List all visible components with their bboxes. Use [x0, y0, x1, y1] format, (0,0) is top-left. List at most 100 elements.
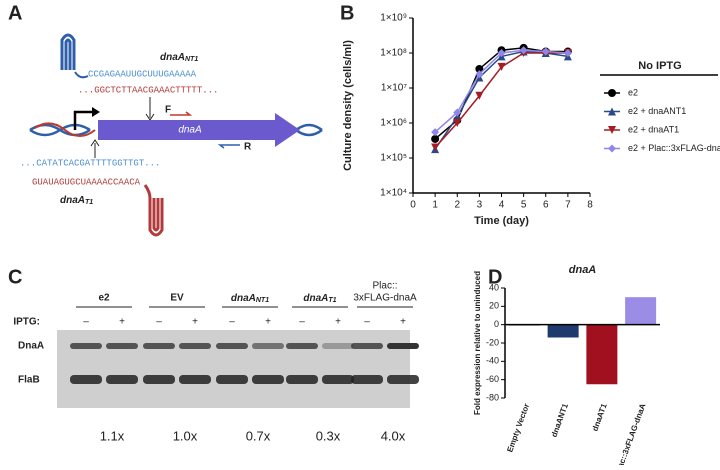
bar	[547, 324, 579, 338]
lane-header: Plac::	[372, 281, 397, 292]
primer	[170, 111, 193, 116]
x-tick-label: 4	[499, 200, 505, 211]
y-tick-label: 1×10⁹	[380, 13, 407, 24]
lane-header: dnaANT1	[231, 293, 269, 304]
ratio-label: 4.0x	[381, 428, 406, 443]
band	[351, 343, 383, 349]
hairpin	[143, 184, 164, 237]
marker	[541, 47, 550, 56]
x-tick-label: 7	[565, 200, 571, 211]
band	[322, 343, 354, 349]
primer	[217, 144, 240, 149]
guide-name: dnaAT1	[60, 195, 93, 206]
panel-label: C	[8, 266, 22, 288]
dna-helix	[34, 122, 96, 137]
lane-header-part: dnaA	[231, 293, 256, 304]
ratio-label: 0.3x	[316, 428, 341, 443]
marker	[453, 112, 462, 121]
band	[106, 343, 138, 349]
iptg-label: IPTG:	[13, 317, 40, 328]
band-label: DnaA	[18, 341, 44, 352]
legend-label: e2	[628, 87, 638, 97]
band	[387, 375, 419, 384]
lane-header-part: NT1	[256, 297, 269, 304]
legend-label: e2 + dnaANT1	[628, 106, 686, 116]
marker	[608, 89, 616, 97]
x-tick-label: dnaANT1	[550, 402, 571, 439]
x-tick-label: 0	[410, 200, 416, 211]
y-tick-label: -60	[486, 374, 499, 384]
ratio-label: 1.0x	[173, 428, 198, 443]
y-tick-label: 1×10⁴	[380, 188, 407, 199]
x-tick-label: 6	[543, 200, 549, 211]
lane-header: dnaAT1	[303, 293, 336, 304]
band	[286, 375, 318, 384]
x-tick-label: 5	[521, 200, 527, 211]
y-tick-label: -40	[486, 356, 499, 366]
marker	[475, 64, 484, 73]
legend-label: e2 + Plac::3xFLAG-dnaA	[628, 143, 720, 153]
lane-header: EV	[170, 293, 184, 304]
band	[387, 343, 419, 349]
band	[216, 343, 248, 349]
y-tick-label: 1×10⁸	[380, 48, 407, 59]
x-tick-label: 1	[432, 200, 438, 211]
y-axis-label: Fold expression relative to uninduced	[473, 271, 482, 415]
rna-link	[74, 71, 89, 79]
iptg-minus: –	[156, 317, 162, 328]
target-seq: ...CATATCACGATTTTGGTTGT...	[20, 158, 160, 168]
marker	[519, 46, 528, 55]
x-tick-label: 8	[587, 200, 593, 211]
x-tick-label: 3	[477, 200, 483, 211]
gene-arrow	[98, 113, 300, 147]
band-label: FlaB	[18, 375, 40, 386]
band	[216, 375, 248, 384]
promoter	[92, 107, 100, 117]
guide-rna: CCGAGAAUUGCUUUGAAAAA	[88, 69, 197, 79]
x-axis-label: Time (day)	[474, 215, 529, 227]
y-tick-label: 0	[494, 319, 499, 329]
marker	[475, 70, 484, 79]
marker	[608, 126, 616, 134]
band	[179, 375, 211, 384]
legend-title: No IPTG	[638, 60, 681, 72]
target-seq: ...GGCTCTTAACGAAACTTTTT...	[78, 85, 218, 95]
y-tick-label: 20	[489, 301, 499, 311]
marker	[431, 128, 440, 137]
dna-helix	[29, 123, 323, 137]
y-tick-label: 1×10⁶	[380, 118, 407, 129]
y-tick-label: -80	[486, 392, 499, 402]
primer-label: F	[165, 105, 171, 116]
iptg-minus: –	[364, 317, 370, 328]
marker	[431, 134, 440, 143]
panel-label: A	[8, 2, 22, 24]
iptg-plus: +	[119, 317, 125, 328]
promoter	[73, 110, 95, 130]
blot	[57, 330, 410, 408]
iptg-minus: –	[83, 317, 89, 328]
marker	[453, 108, 462, 117]
iptg-plus: +	[400, 317, 406, 328]
arrow	[90, 139, 100, 147]
guide-rna: GUAUAGUGCUAAAACCAACA	[32, 177, 141, 187]
primer-label: R	[244, 142, 252, 153]
x-tick-label: Empty Vector	[505, 402, 531, 453]
band	[70, 375, 102, 384]
lane-header: e2	[98, 293, 110, 304]
panel-label: D	[488, 266, 502, 288]
y-tick-label: 1×10⁵	[380, 153, 407, 164]
band	[179, 343, 211, 349]
band	[143, 375, 175, 384]
iptg-plus: +	[192, 317, 198, 328]
iptg-minus: –	[299, 317, 305, 328]
band	[143, 343, 175, 349]
panel-a: dnaANT1 CCGAGAAUUGCUUUGAAAAA ...GGCTCTTA…	[20, 33, 323, 237]
iptg-plus: +	[335, 317, 341, 328]
x-tick-label: dnaAT1	[590, 402, 608, 433]
chart-title: dnaA	[569, 264, 597, 276]
ratio-label: 0.7x	[246, 428, 271, 443]
band	[70, 343, 102, 349]
lane-header: 3xFLAG-dnaA	[353, 293, 417, 304]
guide-name: dnaANT1	[160, 52, 198, 63]
y-tick-label: 40	[489, 282, 499, 292]
